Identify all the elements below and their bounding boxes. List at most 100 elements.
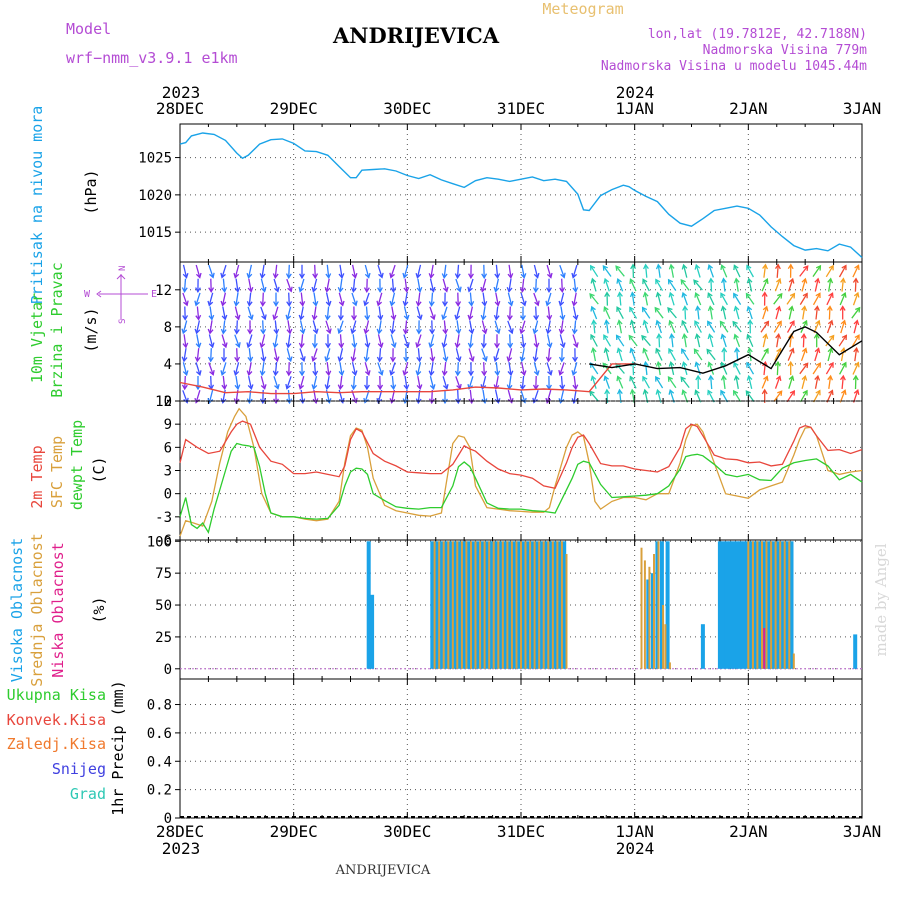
wind-arrow-head <box>494 398 501 404</box>
wind-arrow-head <box>788 277 795 284</box>
wind-arrow-head <box>234 287 241 293</box>
wind-arrow <box>656 320 663 334</box>
cloud-mid-bar <box>447 541 450 669</box>
wind-arrow <box>182 320 188 334</box>
cloud-high-bar <box>724 541 729 669</box>
cloud-high-bar <box>721 541 726 669</box>
wind-arrow-head <box>616 319 623 326</box>
wind-arrow <box>183 348 187 362</box>
wind-ylabel-1: 10m Vjetar <box>28 293 46 383</box>
wind-arrow <box>735 278 739 292</box>
wind-arrow-head <box>520 370 527 377</box>
cloud-high-bar <box>650 573 655 669</box>
elevation-label: Nadmorska Visina 779m <box>703 43 868 58</box>
wind-arrow <box>546 362 552 375</box>
wind-arrow-head <box>507 398 514 404</box>
wind-arrow <box>235 278 239 292</box>
wind-arrow <box>351 292 357 306</box>
wind-arrow-head <box>840 277 846 284</box>
y-tick-label: 3 <box>164 464 172 480</box>
cloud-high-bar <box>853 634 858 669</box>
wind-arrow <box>617 376 624 389</box>
cloud-high-bar <box>731 541 736 669</box>
wind-arrow-head <box>311 384 318 391</box>
cloud-high-bar <box>444 541 448 669</box>
cloud-mid-bar <box>538 541 541 669</box>
wind-arrow <box>852 292 859 306</box>
wind-arrow <box>196 348 200 362</box>
cloud-mid-bar <box>551 541 554 669</box>
wind-arrow <box>591 376 597 389</box>
wind-arrow <box>195 292 201 306</box>
wind-arrow-head <box>668 347 674 354</box>
wind-arrow-head <box>558 369 564 376</box>
cloud-mid-bar <box>640 547 643 669</box>
wind-arrow <box>813 320 820 334</box>
wind-arrow <box>273 348 279 362</box>
cloud-mid-bar <box>438 541 441 669</box>
wind-arrow-head <box>194 300 200 307</box>
wind-arrow <box>521 278 525 292</box>
wind-arrow-head <box>546 287 552 293</box>
y-tick-label: 1015 <box>138 225 172 241</box>
wind-arrow-head <box>589 293 595 299</box>
y-tick-label: 4 <box>164 357 172 373</box>
wind-arrow <box>734 334 741 348</box>
wind-arrow-head <box>533 272 540 279</box>
wind-arrow <box>182 292 188 306</box>
wind-arrow-head <box>221 314 228 321</box>
compass-rose: W E S N <box>84 266 157 324</box>
wind-arrow-head <box>454 273 461 280</box>
wind-arrow <box>629 376 637 389</box>
wind-arrow <box>378 348 382 362</box>
wind-arrow-head <box>545 397 552 404</box>
wind-arrow-head <box>285 314 292 321</box>
wind-arrow-head <box>181 328 188 335</box>
cloud-mid-label: Srednja Oblacnost <box>28 533 46 687</box>
wind-arrow-head <box>351 315 357 321</box>
y-tick-label: 25 <box>155 630 172 646</box>
wind-arrow-head <box>519 328 526 335</box>
wind-arrow-head <box>719 320 725 327</box>
wind-arrow-head <box>762 333 769 340</box>
wind-arrow <box>643 348 650 361</box>
wind-arrow <box>326 264 330 278</box>
wind-arrow <box>286 348 292 362</box>
wind-arrow <box>455 278 461 292</box>
wind-arrow-head <box>603 334 609 340</box>
wind-arrow-head <box>853 291 860 298</box>
wind-arrow <box>326 306 330 320</box>
wind-arrow <box>774 376 781 389</box>
wind-arrow <box>668 279 677 291</box>
wind-arrow-head <box>655 263 662 270</box>
cloud-high-bar <box>480 541 485 669</box>
wind-arrow <box>235 292 239 306</box>
wind-arrow <box>287 334 291 348</box>
wind-arrow <box>261 348 265 362</box>
year-start-bottom: 2023 <box>162 839 201 858</box>
wind-arrow <box>657 264 661 278</box>
wind-arrow-head <box>390 356 396 363</box>
wind-arrow-head <box>827 277 834 284</box>
wind-arrow-head <box>247 384 254 391</box>
wind-arrow <box>351 264 357 278</box>
wind-arrow-head <box>260 286 267 293</box>
wind-arrow-head <box>839 305 846 311</box>
wind-arrow <box>325 320 331 334</box>
wind-arrow <box>365 334 369 348</box>
wind-arrow-head <box>494 370 501 377</box>
wind-arrow <box>182 362 188 376</box>
wind-arrow-head <box>655 291 662 298</box>
wind-arrow-head <box>378 369 384 376</box>
wind-arrow <box>494 348 500 362</box>
wind-arrow-head <box>506 314 513 321</box>
wind-arrow <box>747 334 754 347</box>
wind-arrow-head <box>775 277 782 284</box>
wind-arrow <box>417 292 421 306</box>
wind-arrow <box>443 362 447 376</box>
wind-arrow-head <box>337 328 343 335</box>
wind-arrow-head <box>351 342 358 349</box>
wind-arrow-head <box>508 328 514 335</box>
temp-2m-label: 2m Temp <box>28 445 46 508</box>
pressure-unit: (hPa) <box>82 169 100 214</box>
